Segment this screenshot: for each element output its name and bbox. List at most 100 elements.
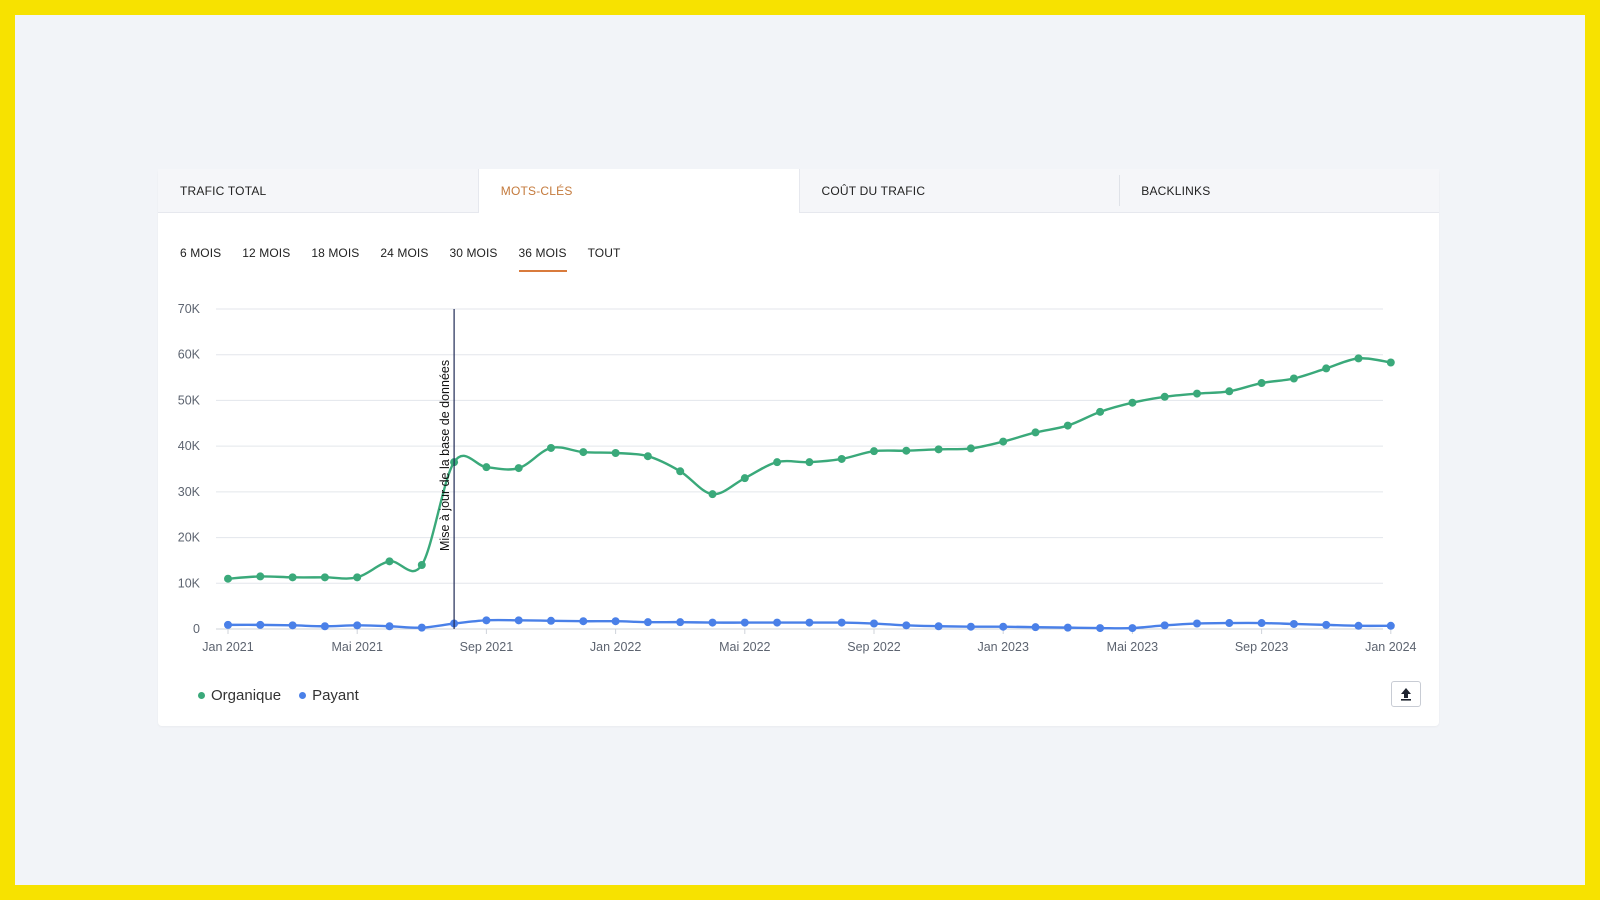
data-point-payant [805,618,814,627]
export-button[interactable] [1391,681,1421,707]
data-point-organique [773,458,782,467]
y-tick-label: 40K [178,439,201,453]
series-layer [224,354,1395,633]
data-point-payant [1322,620,1331,629]
period-36-mois[interactable]: 36 MOIS [518,246,567,272]
period-30-mois[interactable]: 30 MOIS [449,246,498,260]
data-point-payant [1354,621,1363,630]
tab-mots-cles[interactable]: MOTS-CLÉS [477,169,800,213]
data-point-payant [1031,623,1040,632]
period-tout[interactable]: TOUT [587,246,621,260]
series-line-organique [227,357,1391,580]
data-point-organique [320,573,329,582]
x-tick-label: Jan 2021 [202,640,253,654]
upload-icon [1401,688,1411,701]
y-axis-ticks: 0 10K 20K 30K 40K 50K 60K 70K [178,302,201,636]
data-point-payant [837,618,846,627]
data-point-payant [773,618,782,627]
data-point-payant [934,622,943,631]
chart-legend: Organique Payant [198,687,359,704]
data-point-payant [579,617,588,626]
data-point-payant [320,622,329,631]
data-point-organique [514,464,523,473]
y-tick-label: 10K [178,576,201,590]
legend-item-organique[interactable]: Organique [198,687,281,704]
x-tick-label: Jan 2022 [590,640,641,654]
period-18-mois[interactable]: 18 MOIS [311,246,360,260]
y-tick-label: 60K [178,348,201,362]
data-point-organique [1257,379,1266,388]
y-tick-label: 70K [178,302,201,316]
data-point-organique [417,561,426,569]
data-point-payant [385,622,394,631]
data-point-payant [256,620,265,629]
data-point-organique [902,446,911,455]
data-point-payant [224,620,232,629]
data-point-organique [870,447,878,456]
period-24-mois[interactable]: 24 MOIS [380,246,429,260]
data-point-organique [1289,374,1298,383]
y-tick-label: 20K [178,531,201,545]
data-point-organique [1225,387,1234,396]
x-axis-ticks: Jan 2021 Mai 2021 Sep 2021 Jan 2022 Mai 2022… [202,629,1417,654]
period-12-mois[interactable]: 12 MOIS [242,246,291,260]
data-point-payant [1225,619,1234,628]
y-tick-label: 50K [178,393,201,407]
data-point-payant [676,618,685,627]
keywords-line-chart: 0 10K 20K 30K 40K 50K 60K 70K Jan 2021 Mai 2021 S… [178,302,1417,654]
data-point-organique [1063,421,1072,430]
data-point-organique [288,573,297,582]
data-point-organique [385,557,394,566]
data-point-organique [934,445,943,454]
data-point-organique [1160,392,1169,401]
data-point-payant [1289,619,1298,628]
data-point-payant [1128,624,1137,633]
legend-dot [198,692,205,699]
data-point-organique [256,572,265,581]
x-tick-label: Mai 2021 [331,640,382,654]
data-point-organique [676,467,685,476]
x-tick-label: Sep 2022 [847,640,901,654]
tab-cout-du-trafic[interactable]: COÛT DU TRAFIC [800,169,1120,212]
tab-backlinks[interactable]: BACKLINKS [1119,169,1439,212]
grid-lines [216,308,1383,630]
x-tick-label: Sep 2021 [460,640,514,654]
data-point-organique [708,490,717,499]
metric-tabs: TRAFIC TOTAL MOTS-CLÉS COÛT DU TRAFIC BA… [158,169,1439,213]
x-tick-label: Sep 2023 [1235,640,1289,654]
x-tick-label: Jan 2024 [1365,640,1416,654]
data-point-payant [482,616,491,625]
tab-label: TRAFIC TOTAL [180,183,267,198]
annotation-label: Mise à jour de la base de données [438,360,452,551]
tab-trafic-total[interactable]: TRAFIC TOTAL [158,169,478,212]
x-tick-label: Mai 2023 [1107,640,1158,654]
data-point-organique [1031,428,1040,437]
legend-item-payant[interactable]: Payant [299,687,359,704]
data-point-payant [611,617,620,626]
data-point-organique [740,474,749,483]
data-point-organique [1128,398,1137,407]
data-point-organique [805,458,814,467]
legend-label: Payant [312,687,359,704]
data-point-organique [547,443,555,452]
data-point-payant [353,621,362,630]
data-point-organique [643,452,652,461]
data-point-payant [870,619,878,628]
x-tick-label: Jan 2023 [977,640,1028,654]
period-6-mois[interactable]: 6 MOIS [180,246,222,260]
data-point-organique [1386,358,1395,367]
data-point-organique [224,574,232,583]
data-point-organique [999,437,1008,446]
tab-label: COÛT DU TRAFIC [821,183,926,198]
data-point-organique [1193,389,1201,398]
legend-label: Organique [211,687,282,704]
data-point-payant [966,622,975,631]
period-selector: 6 MOIS 12 MOIS 18 MOIS 24 MOIS 30 MOIS 3… [180,246,641,272]
data-point-organique [1322,364,1331,373]
data-point-organique [611,449,620,457]
data-point-payant [514,616,523,625]
data-point-payant [1386,621,1395,630]
data-point-organique [579,448,588,457]
data-point-organique [1354,354,1363,363]
data-point-payant [547,616,555,625]
